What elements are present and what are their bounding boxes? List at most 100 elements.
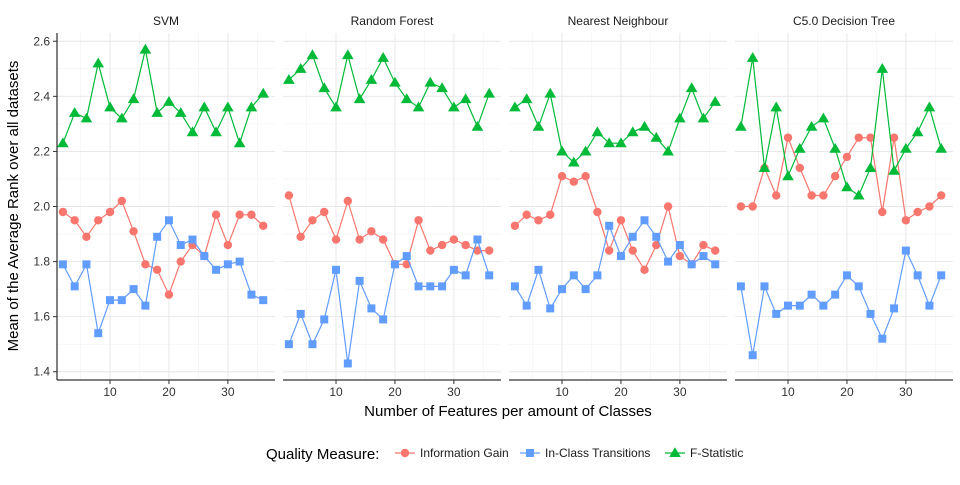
y-axis: 1.4 1.6 1.8 2.0 2.2 2.4 2.6 (33, 33, 58, 380)
data-point (711, 260, 720, 269)
data-point (139, 43, 152, 54)
data-point (129, 285, 138, 294)
data-point (212, 265, 221, 274)
data-point (711, 246, 720, 255)
data-point (675, 251, 685, 261)
y-tick-label: 2.4 (33, 89, 50, 103)
data-point (663, 202, 673, 211)
series-line (288, 53, 490, 129)
data-point (890, 304, 899, 313)
data-point (259, 221, 268, 230)
data-point (878, 207, 887, 217)
data-point (222, 101, 234, 112)
data-point (544, 87, 557, 98)
data-point (412, 101, 425, 112)
data-point (817, 112, 830, 123)
x-tick-label: 10 (555, 385, 569, 399)
data-point (615, 137, 627, 148)
x-axis: 10 20 30 (735, 379, 953, 399)
data-point (129, 227, 138, 236)
data-point (795, 163, 805, 173)
data-point (925, 202, 934, 211)
data-point (819, 301, 828, 310)
data-point (534, 265, 543, 274)
data-point (557, 172, 567, 181)
data-point (164, 216, 173, 225)
data-point (546, 210, 555, 219)
data-point (640, 216, 649, 225)
data-point (436, 82, 448, 93)
data-point (864, 162, 877, 173)
data-point (546, 304, 555, 313)
x-tick-label: 30 (221, 385, 235, 399)
data-point (448, 101, 460, 112)
y-axis-label: Mean of the Average Rank over all datase… (5, 61, 22, 352)
data-point (935, 142, 948, 153)
data-point (390, 260, 399, 269)
x-tick-label: 10 (103, 385, 117, 399)
data-point (320, 315, 329, 324)
data-point (697, 112, 710, 123)
data-point (426, 282, 435, 291)
data-point (283, 74, 295, 84)
legend-keys: Information Gain In-Class Transitions F-St… (395, 446, 743, 460)
x-axis-label: Number of Features per amount of Classes (364, 403, 652, 420)
data-point (68, 107, 81, 117)
data-point (223, 260, 232, 269)
data-point (308, 340, 317, 349)
data-point (330, 101, 342, 112)
data-point (532, 120, 545, 131)
data-point (783, 133, 793, 142)
data-point (784, 301, 793, 310)
data-point (878, 334, 887, 343)
data-point (664, 257, 673, 266)
data-point (449, 265, 458, 274)
data-point (854, 133, 863, 142)
data-point (400, 93, 413, 104)
data-point (662, 145, 674, 156)
y-tick-label: 2.6 (33, 34, 50, 48)
data-point (913, 207, 922, 217)
data-point (604, 246, 614, 255)
data-point (247, 210, 256, 219)
data-point (105, 207, 115, 217)
data-point (106, 296, 115, 305)
data-point (104, 101, 116, 112)
data-point (510, 282, 519, 291)
data-point (70, 216, 79, 225)
data-point (331, 235, 341, 244)
data-point (831, 290, 840, 299)
y-tick-label: 1.6 (33, 310, 50, 324)
data-point (709, 96, 722, 106)
data-point (355, 276, 364, 285)
x-axis: 10 20 30 (57, 379, 275, 399)
facet-panel: SVM (57, 14, 275, 380)
data-point (807, 290, 816, 299)
data-point (805, 120, 818, 131)
data-point (247, 290, 256, 299)
data-point (652, 240, 661, 250)
data-point (866, 133, 875, 142)
data-point (699, 240, 708, 250)
data-point (353, 93, 366, 104)
data-point (937, 191, 946, 200)
data-point (593, 207, 602, 217)
data-point (223, 240, 233, 250)
data-point (569, 271, 578, 280)
data-point (176, 257, 185, 266)
data-point (510, 221, 520, 230)
data-point (414, 216, 423, 225)
data-point (569, 177, 579, 186)
data-point (888, 164, 900, 175)
data-point (829, 142, 841, 153)
data-point (378, 235, 388, 244)
data-point (424, 76, 437, 87)
x-tick-label: 20 (162, 385, 176, 399)
data-point (628, 232, 637, 241)
y-tick-label: 2.0 (33, 200, 50, 214)
data-point (153, 232, 162, 241)
data-point (736, 282, 745, 291)
data-point (687, 260, 696, 269)
data-point (92, 57, 105, 68)
facet-title: Random Forest (351, 14, 434, 28)
